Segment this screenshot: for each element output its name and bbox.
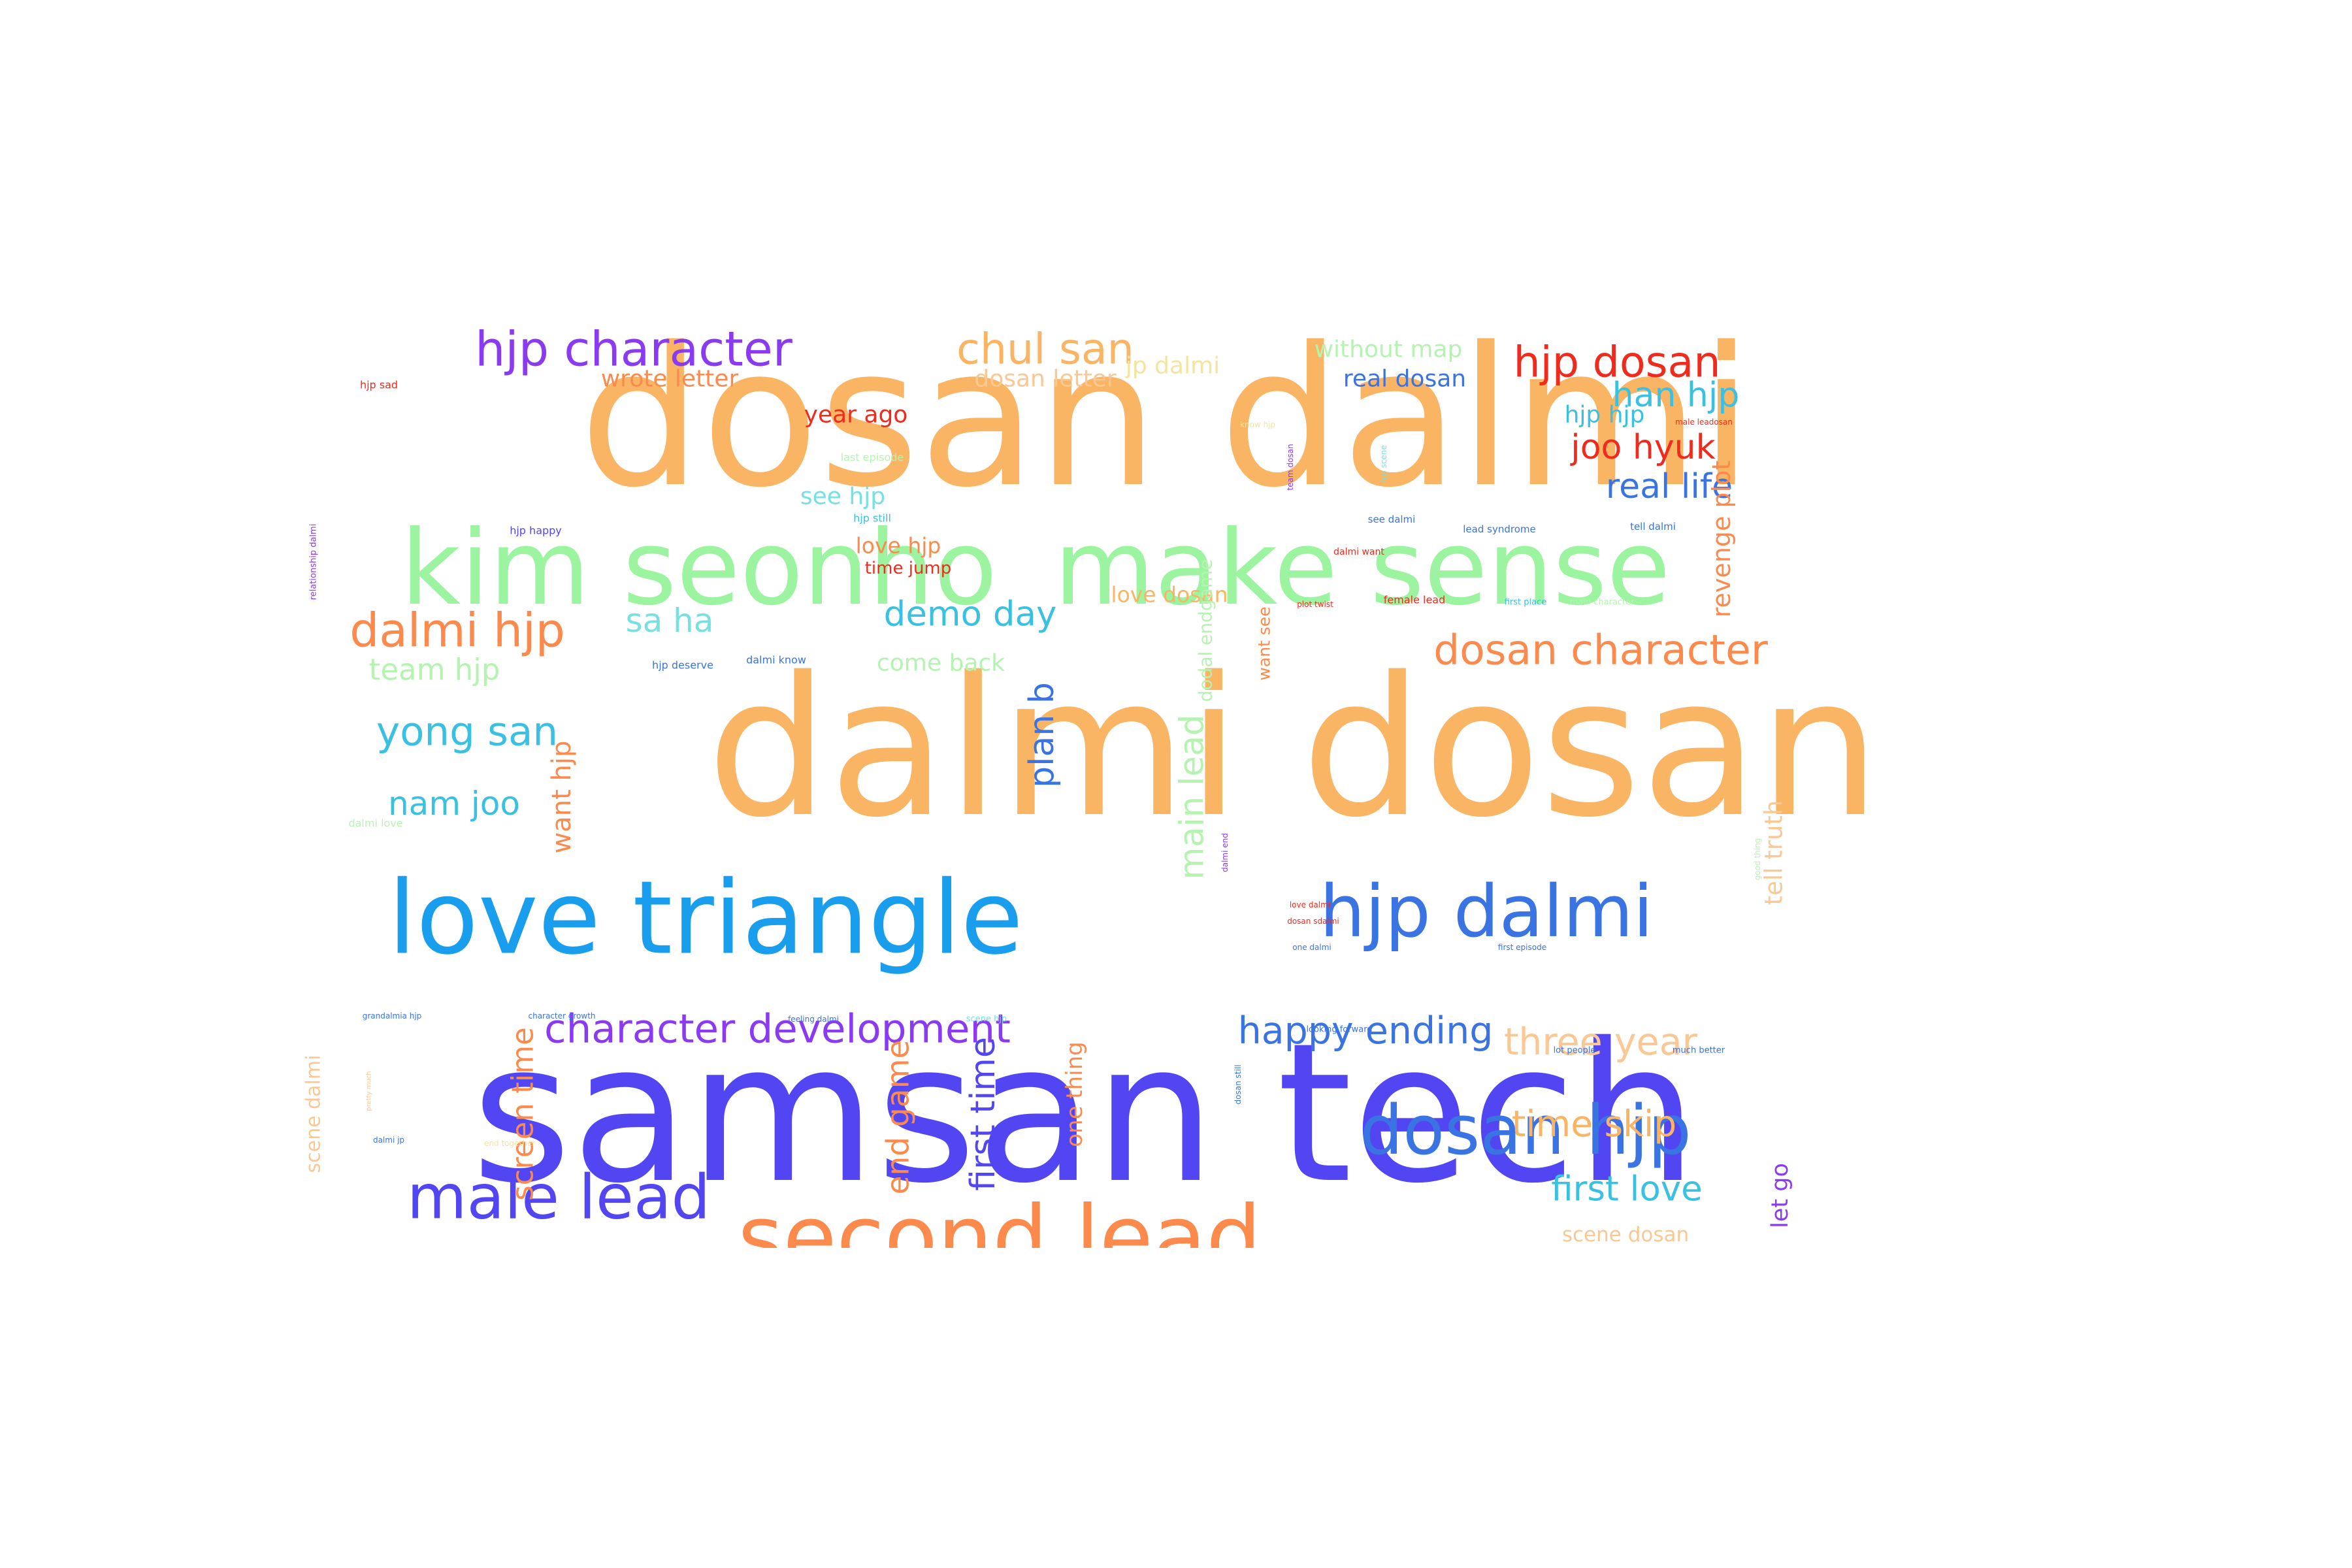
- word-cloud-canvas: dosan dalmi dalmi dosan samsan tech kim seo…: [302, 306, 1881, 1248]
- cloud-word: dalmi want: [1333, 547, 1384, 557]
- cloud-word: hjp dalmi: [1320, 870, 1654, 953]
- cloud-word: wrote letter: [601, 366, 739, 393]
- cloud-word: dosan still: [1233, 1065, 1243, 1105]
- cloud-word: male leadosan: [1675, 417, 1733, 427]
- cloud-word: second lead: [738, 1188, 1261, 1248]
- cloud-word: samsan tech: [472, 1002, 1698, 1226]
- cloud-word: team hjp: [369, 653, 500, 687]
- cloud-word: hjp sad: [360, 379, 398, 391]
- cloud-word: dosan letter: [974, 366, 1116, 393]
- cloud-word: want hjp: [547, 741, 577, 854]
- cloud-word: dalmi love: [348, 817, 402, 830]
- cloud-word: hjp deserve: [652, 659, 713, 672]
- cloud-word: kim seonho: [401, 508, 998, 629]
- cloud-word: female lead: [1384, 594, 1446, 606]
- cloud-word: see dalmi: [1368, 514, 1416, 525]
- cloud-word: time jump: [865, 559, 952, 578]
- cloud-word: dalmi know: [746, 654, 806, 666]
- cloud-word: first episode: [1498, 943, 1546, 952]
- cloud-word: dalmi jp: [373, 1135, 404, 1145]
- cloud-word: tell dalmi: [1630, 521, 1676, 532]
- cloud-word: demo day: [884, 595, 1057, 634]
- cloud-word: end together: [484, 1139, 535, 1148]
- cloud-word: male lead: [407, 1162, 710, 1233]
- cloud-word: chul san: [956, 325, 1134, 374]
- cloud-word: much better: [1673, 1046, 1725, 1056]
- cloud-word: hjp hjp: [1565, 402, 1645, 429]
- word-cloud: dosan dalmi dalmi dosan samsan tech kim seo…: [294, 294, 2123, 1248]
- cloud-word: feeling dalmi: [788, 1015, 839, 1024]
- cloud-word: jp dalmi: [1125, 353, 1220, 380]
- cloud-word: real dosan: [1343, 366, 1466, 393]
- cloud-word: year ago: [804, 402, 908, 429]
- cloud-word: come back: [877, 650, 1005, 677]
- cloud-word: han hjp: [1612, 376, 1740, 415]
- cloud-word: joo hyuk: [1570, 428, 1715, 467]
- cloud-word: dosan character: [1433, 627, 1768, 674]
- cloud-word: love dosan: [1111, 582, 1228, 608]
- cloud-word: hjp character: [475, 322, 793, 378]
- cloud-word: dosan sdalmi: [1287, 917, 1339, 926]
- cloud-word: dalmi end: [1220, 833, 1230, 872]
- cloud-word: want see: [1255, 606, 1274, 680]
- cloud-word: happy ending: [1238, 1009, 1494, 1053]
- cloud-word: hjp dosan: [1513, 338, 1720, 387]
- cloud-word: relationship dalmi: [309, 524, 319, 600]
- cloud-word: let go: [1767, 1163, 1793, 1228]
- cloud-word: character growth: [528, 1011, 595, 1021]
- cloud-word: yong san: [376, 709, 558, 755]
- cloud-word: love triangle: [388, 859, 1023, 977]
- cloud-word: tell truth: [1760, 800, 1788, 906]
- cloud-word: dalmi hjp: [350, 604, 565, 658]
- cloud-word: character development: [544, 1006, 1011, 1053]
- cloud-word: first time: [964, 1037, 1003, 1191]
- cloud-word: love hjp: [856, 533, 941, 559]
- cloud-word: scene dalmi: [302, 1055, 325, 1173]
- cloud-word: hjp still: [853, 512, 891, 525]
- cloud-word: revenge plot: [1707, 461, 1736, 618]
- cloud-word: hjp happy: [510, 525, 562, 537]
- cloud-word: one dalmi: [1292, 943, 1331, 952]
- cloud-word: lead syndrome: [1463, 523, 1535, 535]
- cloud-word: dosan hjp: [1360, 1090, 1691, 1170]
- cloud-word: dosan dalmi: [580, 306, 1753, 530]
- cloud-word: see hjp: [800, 483, 885, 510]
- cloud-word: love dalmi: [1290, 900, 1330, 909]
- cloud-word: pretty much: [366, 1071, 373, 1111]
- cloud-word: three year: [1504, 1021, 1698, 1064]
- cloud-word: know hjp: [1240, 420, 1275, 429]
- cloud-word: real life: [1606, 467, 1733, 506]
- cloud-word: first place: [1505, 598, 1547, 608]
- cloud-word: good thing: [1753, 838, 1762, 881]
- cloud-word: looking forward: [1306, 1025, 1372, 1035]
- cloud-word: main character: [1570, 598, 1635, 608]
- cloud-word: main lead: [1173, 715, 1212, 880]
- cloud-word: time skip: [1512, 1103, 1676, 1145]
- cloud-word: scene dosan: [1562, 1223, 1689, 1247]
- cloud-word: without map: [1315, 336, 1463, 363]
- cloud-word: nam joo: [388, 785, 520, 823]
- cloud-word: hjp scene: [1379, 445, 1388, 483]
- cloud-word: team dosan: [1286, 444, 1295, 490]
- cloud-word: end game: [881, 1040, 917, 1195]
- cloud-word: sa ha: [626, 602, 714, 640]
- cloud-word: lot people: [1554, 1046, 1596, 1056]
- cloud-word: first love: [1551, 1169, 1703, 1209]
- cloud-word: plan b: [1022, 682, 1062, 788]
- cloud-word: make sense: [1054, 508, 1670, 629]
- cloud-word: dodal endgame: [1195, 559, 1217, 702]
- cloud-word: last episode: [841, 451, 904, 464]
- cloud-word: one thing: [1062, 1041, 1088, 1147]
- cloud-word: dalmi dosan: [707, 636, 1880, 860]
- cloud-word: scene hjp: [966, 1015, 1007, 1024]
- cloud-word: plot twist: [1297, 600, 1333, 609]
- cloud-word: grandalmia hjp: [363, 1011, 422, 1021]
- cloud-word: screen time: [506, 1027, 540, 1201]
